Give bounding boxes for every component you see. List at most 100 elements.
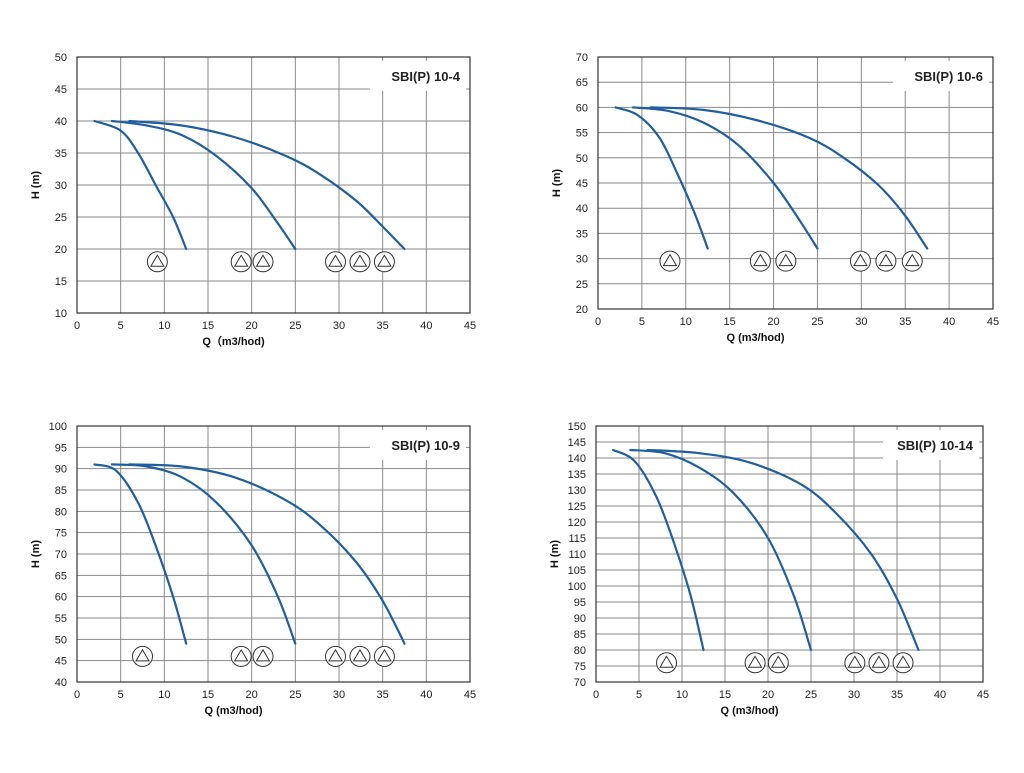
y-tick-label: 70: [55, 549, 67, 561]
x-tick-label: 5: [639, 316, 645, 328]
x-tick-label: 35: [377, 689, 389, 701]
x-tick-label: 0: [595, 316, 601, 328]
y-tick-label: 110: [568, 549, 586, 561]
x-tick-label: 40: [420, 689, 432, 701]
x-tick-label: 45: [464, 689, 476, 701]
x-tick-label: 40: [420, 320, 432, 332]
y-tick-label: 90: [574, 613, 586, 625]
title-background: [370, 61, 466, 91]
pump-symbol-icon: [373, 645, 395, 667]
y-tick-label: 95: [574, 597, 586, 609]
y-tick-label: 80: [574, 645, 586, 657]
pump-triangle-icon: [853, 253, 868, 267]
pump-curve: [128, 119, 406, 251]
y-tick-label: 60: [55, 592, 67, 604]
plot-frame: [76, 56, 471, 314]
y-tick-label: 40: [576, 203, 588, 215]
pump-symbol-icon: [325, 645, 347, 667]
pump-symbol-icon: [252, 645, 274, 667]
x-tick-label: 0: [593, 689, 599, 701]
x-tick-label: 45: [977, 689, 989, 701]
pump-symbol-icon: [230, 645, 252, 667]
y-tick-label: 40: [55, 116, 67, 128]
x-tick-label: 0: [74, 689, 80, 701]
pump-curve: [110, 463, 297, 645]
chart-title: SBI(P) 10-14: [897, 438, 974, 453]
y-tick-label: 50: [576, 153, 588, 165]
pump-curve: [93, 119, 188, 251]
pump-triangle-icon: [847, 655, 863, 668]
pump-triangle-icon: [753, 253, 768, 267]
x-tick-label: 40: [943, 316, 955, 328]
x-tick-label: 20: [762, 689, 774, 701]
y-tick-label: 55: [55, 613, 67, 625]
chart-sbi-10-6: 0 5 10 15 20 25 30 35 40 45 20 25 30 35 40 45 50 55 60 65 70…: [551, 52, 999, 344]
pump-triangle-icon: [659, 655, 674, 668]
x-axis-label: Q (m3/hod): [726, 332, 784, 344]
pump-curve: [646, 448, 920, 652]
pump-triangle-icon: [233, 648, 249, 662]
y-tick-label: 100: [49, 421, 67, 433]
x-tick-label: 30: [333, 689, 345, 701]
x-tick-label: 15: [719, 689, 731, 701]
chart-panel-4: 0 5 10 15 20 25 30 35 40 45 70 75 80 85 90 95 100 105 110 1…: [512, 384, 1024, 768]
y-tick-label: 15: [55, 276, 67, 288]
y-tick-label: 100: [568, 581, 586, 593]
y-tick-label: 125: [568, 501, 586, 513]
y-tick-label: 95: [55, 442, 67, 454]
pump-symbol-icon: [132, 645, 153, 667]
x-tick-label: 5: [118, 689, 124, 701]
plot-frame: [595, 425, 984, 683]
y-tick-label: 45: [576, 178, 588, 190]
x-tick-label: 10: [158, 320, 170, 332]
x-tick-label: 35: [891, 689, 903, 701]
pump-curve: [110, 119, 297, 251]
y-tick-label: 35: [55, 148, 67, 160]
title-background: [893, 61, 989, 91]
x-tick-label: 25: [805, 689, 817, 701]
pump-symbol-icon: [349, 645, 371, 667]
x-tick-label: 30: [333, 320, 345, 332]
y-tick-label: 65: [55, 570, 67, 582]
y-tick-label: 30: [55, 180, 67, 192]
y-tick-label: 75: [55, 528, 67, 540]
x-tick-label: 45: [987, 316, 999, 328]
x-tick-label: 25: [289, 689, 301, 701]
pump-curve: [614, 106, 709, 250]
x-tick-label: 30: [848, 689, 860, 701]
y-tick-label: 50: [55, 52, 67, 64]
pump-triangle-icon: [747, 655, 763, 668]
pump-triangle-icon: [135, 648, 150, 662]
pump-triangle-icon: [377, 254, 392, 267]
y-tick-label: 105: [568, 565, 586, 577]
y-tick-label: 130: [568, 485, 586, 497]
pump-triangle-icon: [778, 253, 794, 267]
y-tick-label: 85: [55, 485, 67, 497]
pump-triangle-icon: [233, 254, 249, 267]
pump-triangle-icon: [255, 648, 271, 662]
plot-frame: [597, 56, 994, 310]
y-tick-label: 60: [576, 102, 588, 114]
y-tick-label: 50: [55, 634, 67, 646]
chart-title: SBI(P) 10-4: [391, 69, 460, 84]
x-axis-label: Q (m3/hod): [204, 705, 262, 717]
y-tick-label: 20: [55, 244, 67, 256]
x-tick-label: 15: [724, 316, 736, 328]
chart-panel-1: 0 5 10 15 20 25 30 35 40 45 10 15 20 25 30 35 40 45 50 Q（m3…: [0, 0, 512, 384]
pump-triangle-icon: [328, 648, 343, 662]
chart-sbi-10-9: 0 5 10 15 20 25 30 35 40 45 40 45 50 55 60 65 70 75 80 85 90…: [30, 421, 476, 717]
x-tick-label: 35: [377, 320, 389, 332]
pump-triangle-icon: [878, 253, 894, 267]
x-tick-label: 10: [158, 689, 170, 701]
x-tick-label: 5: [118, 320, 124, 332]
y-tick-label: 85: [574, 629, 586, 641]
pump-triangle-icon: [895, 655, 911, 668]
x-tick-label: 35: [899, 316, 911, 328]
pump-triangle-icon: [871, 655, 887, 668]
pump-curve: [612, 448, 705, 652]
chart-title: SBI(P) 10-9: [391, 438, 460, 453]
pump-triangle-icon: [662, 253, 678, 267]
y-axis-label: H (m): [549, 540, 561, 568]
pump-triangle-icon: [352, 648, 368, 662]
chart-panel-2: 0 5 10 15 20 25 30 35 40 45 20 25 30 35 40 45 50 55 60 65 70…: [512, 0, 1024, 384]
